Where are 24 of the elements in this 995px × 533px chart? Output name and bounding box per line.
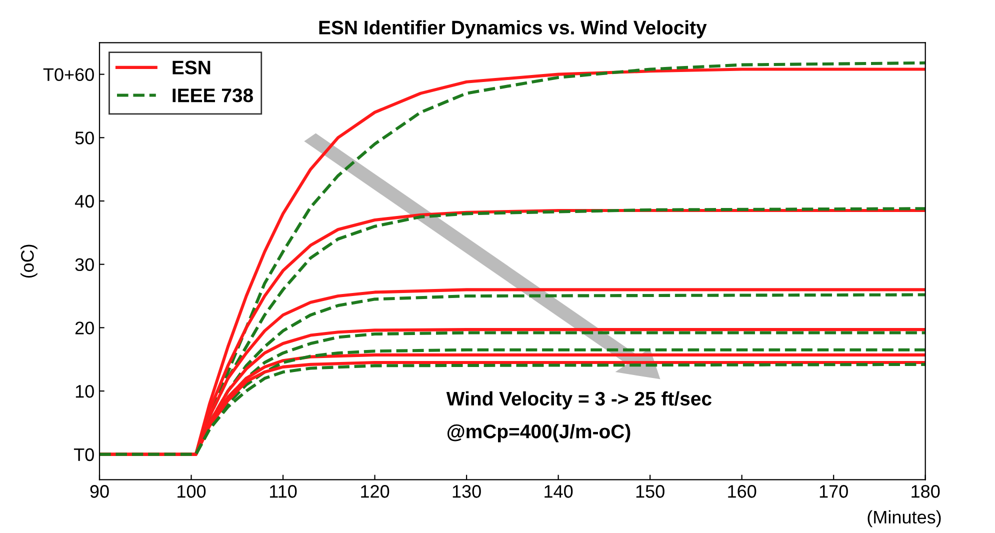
x-tick-label: 170 [820,485,848,498]
annotation: @mCp=400(J/m-oC) [447,424,630,442]
y-axis-title: (oC) [20,244,38,278]
y-tick-label: T0+60 [43,68,94,82]
y-tick-label: 10 [76,384,94,398]
x-tick-label: 100 [178,485,206,498]
legend-label: IEEE 738 [172,88,254,102]
x-tick-label: 110 [270,485,297,498]
y-tick-label: 30 [75,258,94,272]
annotation: Wind Velocity = 3 -> 25 ft/sec [446,391,712,410]
y-tick-label: 20 [75,322,94,334]
x-tick-label: 130 [452,485,481,498]
x-tick-label: 90 [90,485,109,498]
legend-label: ESN [172,60,210,74]
x-tick-label: 120 [361,485,390,498]
y-tick-label: 40 [74,194,94,208]
x-tick-label: 140 [544,485,573,498]
x-tick-label: 160 [728,485,756,498]
x-axis-title: (Minutes) [868,510,941,528]
x-tick-label: 150 [636,485,664,498]
chart-title: ESN Identifier Dynamics vs. Wind Velocity [319,20,707,38]
y-tick-label: 50 [75,132,94,144]
x-tick-label: 180 [912,485,940,498]
y-tick-label: T0 [74,448,94,462]
